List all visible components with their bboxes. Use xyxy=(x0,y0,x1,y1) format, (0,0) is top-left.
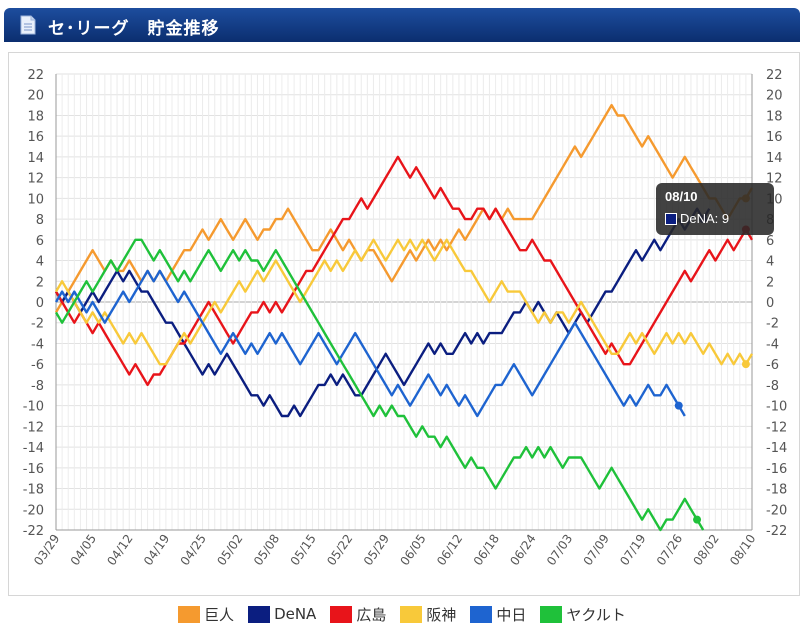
y-tick-label-left: 4 xyxy=(36,255,44,270)
legend-label: ヤクルト xyxy=(566,605,626,624)
legend-item[interactable]: 阪神 xyxy=(400,604,456,625)
legend-label: 中日 xyxy=(496,605,527,624)
legend-swatch xyxy=(248,605,271,623)
x-tick-label: 05/22 xyxy=(324,532,355,568)
y-tick-label-right: -14 xyxy=(766,441,787,456)
y-tick-label-left: -12 xyxy=(23,420,44,435)
y-tick-label-left: 12 xyxy=(27,172,44,187)
series-marker-中日 xyxy=(674,401,683,410)
chart-panel xyxy=(8,52,800,596)
y-tick-label-right: -22 xyxy=(766,524,787,539)
legend-swatch xyxy=(400,605,423,623)
x-tick-label: 06/12 xyxy=(434,532,465,568)
y-tick-label-right: 22 xyxy=(766,68,783,83)
y-tick-label-left: -6 xyxy=(31,358,44,373)
y-tick-label-left: -18 xyxy=(23,483,44,498)
document-icon xyxy=(20,15,36,35)
x-tick-label: 04/12 xyxy=(104,532,135,568)
legend-swatch xyxy=(470,605,493,623)
y-tick-label-right: 0 xyxy=(766,296,774,311)
x-tick-label: 06/18 xyxy=(471,532,502,568)
x-tick-label: 06/24 xyxy=(507,532,538,568)
x-tick-label: 04/19 xyxy=(141,532,172,568)
chart-header: セ･リーグ 貯金推移 xyxy=(4,8,800,42)
y-tick-label-left: 0 xyxy=(36,296,44,311)
legend-item[interactable]: ヤクルト xyxy=(540,604,626,625)
y-tick-label-left: 6 xyxy=(36,234,44,249)
legend-swatch xyxy=(330,605,353,623)
legend-label: 巨人 xyxy=(204,605,235,624)
y-tick-label-right: 2 xyxy=(766,275,774,290)
x-tick-label: 05/15 xyxy=(288,532,319,568)
y-tick-label-right: -4 xyxy=(766,337,779,352)
y-tick-label-right: 14 xyxy=(766,151,783,166)
y-tick-label-right: 12 xyxy=(766,172,783,187)
y-tick-label-right: -20 xyxy=(766,503,787,518)
page-title: セ･リーグ 貯金推移 xyxy=(48,19,220,39)
legend-item[interactable]: 中日 xyxy=(470,604,526,625)
series-line-阪神 xyxy=(54,238,754,366)
tooltip-date: 08/10 xyxy=(665,189,698,204)
x-tick-label: 05/29 xyxy=(361,532,392,568)
legend-item[interactable]: 広島 xyxy=(330,604,386,625)
x-tick-label: 08/02 xyxy=(691,532,722,568)
legend-label: 広島 xyxy=(356,605,387,624)
series-line-ヤクルト xyxy=(54,238,705,532)
x-tick-label: 06/05 xyxy=(397,532,428,568)
y-tick-label-right: -8 xyxy=(766,379,779,394)
y-tick-label-left: 18 xyxy=(27,109,44,124)
legend-item[interactable]: 巨人 xyxy=(178,604,234,625)
x-tick-label: 07/19 xyxy=(617,532,648,568)
y-tick-label-left: -16 xyxy=(23,462,44,477)
x-tick-label: 04/25 xyxy=(178,532,209,568)
y-tick-label-left: -8 xyxy=(31,379,44,394)
series-marker-ヤクルト xyxy=(693,515,702,524)
x-tick-label: 07/09 xyxy=(581,532,612,568)
y-tick-label-right: -12 xyxy=(766,420,787,435)
y-tick-label-right: -6 xyxy=(766,358,779,373)
y-tick-label-left: 8 xyxy=(36,213,44,228)
series-line-DeNA xyxy=(54,207,711,418)
x-tick-label: 07/03 xyxy=(544,532,575,568)
x-tick-label: 05/08 xyxy=(251,532,282,568)
y-tick-label-left: -10 xyxy=(23,400,44,415)
y-tick-label-left: -14 xyxy=(23,441,44,456)
y-tick-label-right: 16 xyxy=(766,130,783,145)
x-tick-label: 05/02 xyxy=(214,532,245,568)
y-tick-label-right: 6 xyxy=(766,234,774,249)
tooltip-value: DeNA: 9 xyxy=(680,211,730,226)
y-tick-label-left: 10 xyxy=(27,192,44,207)
y-tick-label-right: -2 xyxy=(766,317,779,332)
y-tick-label-left: -2 xyxy=(31,317,44,332)
chart-grid xyxy=(55,73,753,531)
legend-item[interactable]: DeNA xyxy=(248,605,316,623)
legend-swatch xyxy=(178,605,201,623)
series-line-中日 xyxy=(54,269,686,418)
y-tick-label-left: 22 xyxy=(27,68,44,83)
y-tick-label-left: -20 xyxy=(23,503,44,518)
legend-label: 阪神 xyxy=(426,605,457,624)
legend-label: DeNA xyxy=(274,605,317,623)
x-tick-label: 08/10 xyxy=(727,532,758,568)
y-tick-label-right: 18 xyxy=(766,109,783,124)
series-marker-阪神 xyxy=(741,360,750,369)
chart-tooltip: 08/10 DeNA: 9 xyxy=(656,183,774,235)
y-tick-label-right: -10 xyxy=(766,400,787,415)
y-tick-label-right: -18 xyxy=(766,483,787,498)
tooltip-swatch xyxy=(665,213,677,225)
y-tick-label-left: -22 xyxy=(23,524,44,539)
y-tick-label-left: 20 xyxy=(27,89,44,104)
y-tick-label-left: 2 xyxy=(36,275,44,290)
x-tick-label: 07/26 xyxy=(654,532,685,568)
y-tick-label-left: -4 xyxy=(31,337,44,352)
legend-swatch xyxy=(540,605,563,623)
y-tick-label-left: 16 xyxy=(27,130,44,145)
y-tick-label-left: 14 xyxy=(27,151,44,166)
chart-legend: 巨人 DeNA 広島 阪神 中日 ヤクルト xyxy=(0,600,804,628)
x-tick-label: 04/05 xyxy=(68,532,99,568)
y-tick-label-right: 20 xyxy=(766,89,783,104)
y-tick-label-right: -16 xyxy=(766,462,787,477)
y-tick-label-right: 4 xyxy=(766,255,774,270)
